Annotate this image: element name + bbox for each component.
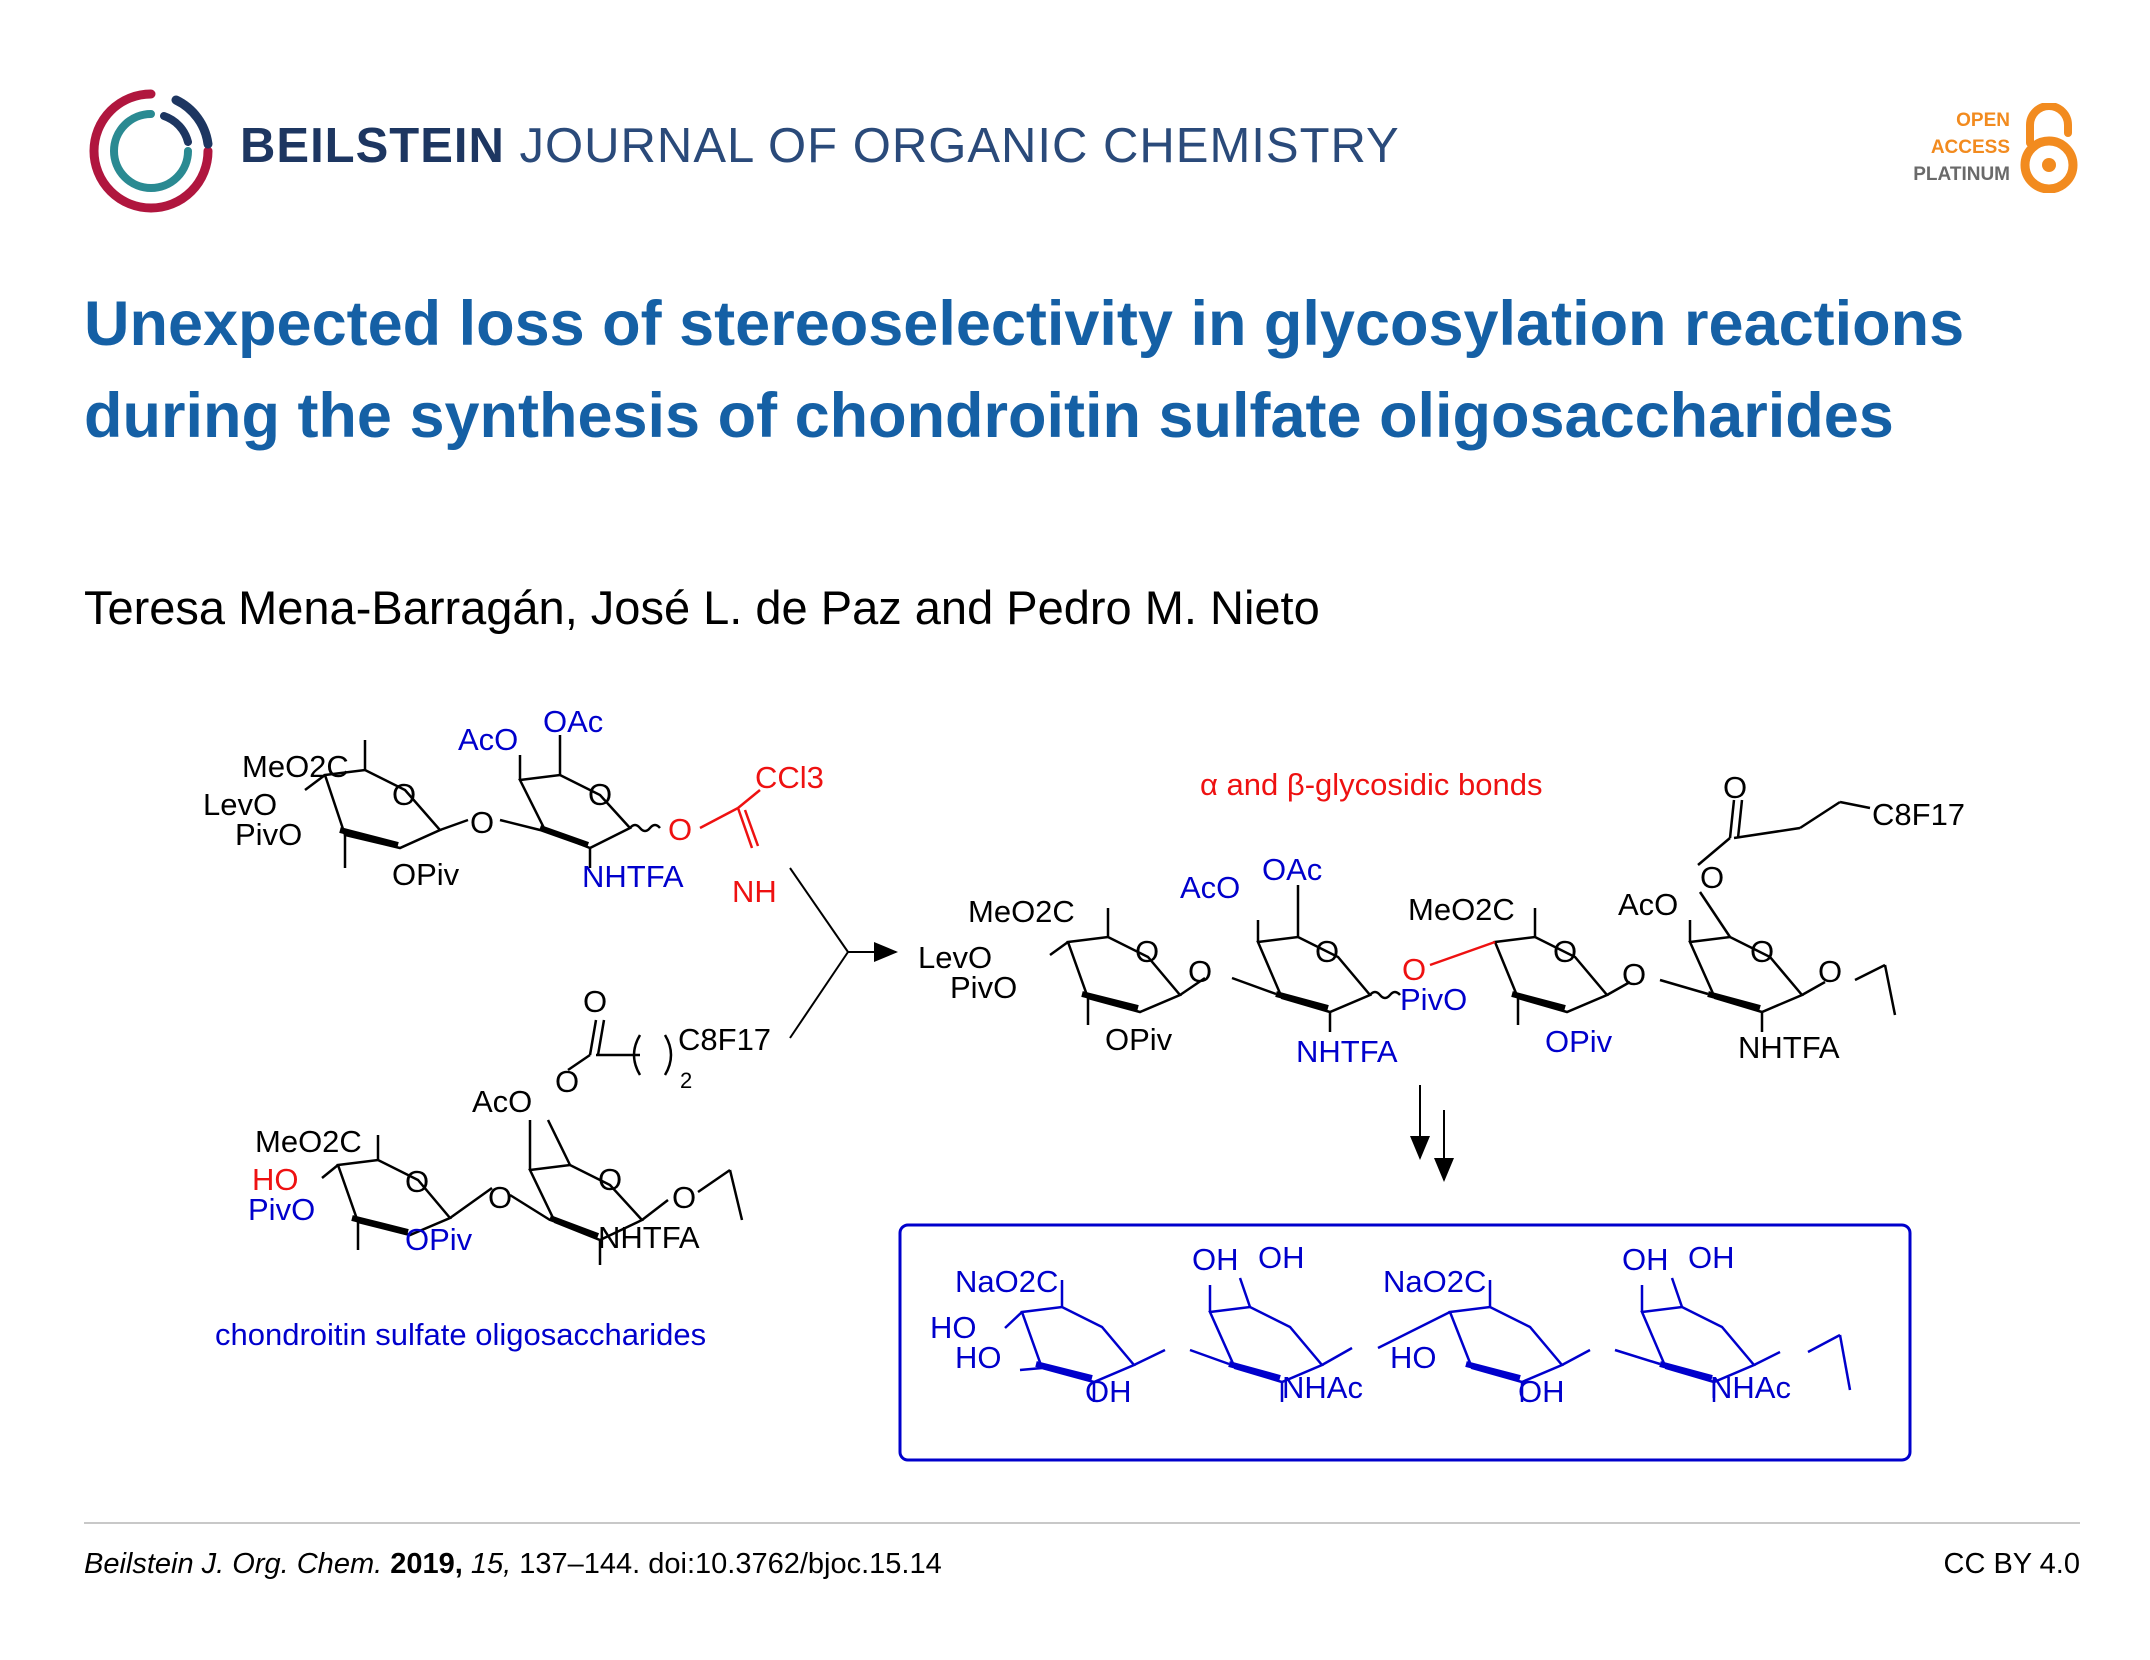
footer-divider [84,1522,2080,1524]
donor-ring-o: O [392,777,416,812]
citation-journal: Beilstein J. Org. Chem. [84,1548,383,1580]
acceptor-ho: HO [252,1162,299,1197]
final-oh: OH [1085,1374,1132,1409]
final-molecule [1004,1277,1852,1402]
acceptor-pivo: PivO [248,1192,315,1227]
donor-molecule [304,735,661,868]
citation-pages-doi: 137–144. doi:10.3762/bjoc.15.14 [519,1548,942,1580]
citation: Beilstein J. Org. Chem. 2019, 15, 137–14… [84,1548,942,1581]
product-carbonyl-o: O [1723,770,1747,805]
product-ring-o-3: O [1553,934,1577,969]
product-meo2c: MeO2C [968,894,1075,929]
donor-aco: AcO [458,722,518,757]
product-c8f17: C8F17 [1872,797,1965,832]
final-nao2c-2: NaO2C [1383,1264,1486,1299]
author-list: Teresa Mena-Barragán, José L. de Paz and… [84,581,1320,634]
donor-levo: LevO [203,787,277,822]
citation-year: 2019, [390,1548,463,1580]
product-ester-o: O [1700,860,1724,895]
final-nao2c: NaO2C [955,1264,1058,1299]
product-pivo-2: PivO [1400,982,1467,1017]
final-ho-3: HO [1390,1340,1437,1375]
acceptor-meo2c: MeO2C [255,1124,362,1159]
acceptor-molecule [321,1019,744,1265]
acceptor-aco: AcO [472,1084,532,1119]
acceptor-opiv: OPiv [405,1222,473,1257]
final-oh-d: OH [1688,1240,1735,1275]
product-pivo: PivO [950,970,1017,1005]
donor-pivo: PivO [235,817,302,852]
license: CC BY 4.0 [1943,1548,2080,1580]
acceptor-link-o: O [488,1180,512,1215]
donor-ccl3: CCl3 [755,760,824,795]
product-note: α and β-glycosidic bonds [1200,767,1542,802]
donor-imidate-o: O [668,812,692,847]
product-red-bond [1429,940,1496,967]
reaction-scheme: MeO2C LevO PivO O OPiv O AcO OAc O NHTFA… [203,704,1965,1462]
product-aco-2: AcO [1618,887,1678,922]
product-end-o: O [1818,954,1842,989]
badge-access: ACCESS [1930,137,2010,158]
acceptor-ring-o: O [405,1164,429,1199]
donor-nh: NH [732,874,777,909]
journal-name: BEILSTEIN JOURNAL OF ORGANIC CHEMISTRY [240,118,1400,174]
final-product-box [898,1223,1912,1462]
final-nhac: NHAc [1282,1370,1363,1405]
product-opiv: OPiv [1105,1022,1173,1057]
donor-link-o: O [470,805,494,840]
donor-meo2c: MeO2C [242,749,349,784]
product-nhtfa: NHTFA [1296,1034,1398,1069]
journal-logo-icon [89,89,213,213]
final-ho: HO [930,1310,977,1345]
product-nhtfa-2: NHTFA [1738,1030,1840,1065]
final-oh-a: OH [1192,1242,1239,1277]
product-oac: OAc [1262,852,1322,887]
product-ring-o-1: O [1135,934,1159,969]
donor-imidate [699,789,761,849]
final-oh-b: OH [1258,1240,1305,1275]
final-nhac-2: NHAc [1710,1370,1791,1405]
citation-volume: 15, [470,1548,512,1580]
reaction-arrow [789,867,898,1039]
product-molecule [1049,799,1897,1032]
donor-opiv: OPiv [392,857,460,892]
acceptor-subscript-2: 2 [680,1068,692,1093]
journal-name-bold: BEILSTEIN [240,119,505,173]
open-access-badge: OPEN ACCESS PLATINUM [1880,103,2080,193]
scheme-caption: chondroitin sulfate oligosaccharides [215,1317,706,1352]
acceptor-nhtfa: NHTFA [598,1220,700,1255]
badge-platinum: PLATINUM [1913,164,2010,185]
product-aco: AcO [1180,870,1240,905]
product-meo2c-2: MeO2C [1408,892,1515,927]
final-oh-c: OH [1622,1242,1669,1277]
paper-title: Unexpected loss of stereoselectivity in … [84,289,1965,451]
donor-nhtfa: NHTFA [582,859,684,894]
acceptor-end-o: O [672,1180,696,1215]
acceptor-galn-ring-o: O [598,1162,622,1197]
product-link-o-3: O [1622,957,1646,992]
acceptor-c8f17: C8F17 [678,1022,771,1057]
final-ho-2: HO [955,1340,1002,1375]
acceptor-carbonyl-o: O [583,984,607,1019]
product-link-o-1: O [1188,954,1212,989]
open-lock-icon [2020,103,2078,193]
donor-galn-ring-o: O [588,777,612,812]
open-access-text: OPEN ACCESS PLATINUM [1913,107,2010,188]
product-red-o: O [1402,952,1426,987]
journal-name-rest: JOURNAL OF ORGANIC CHEMISTRY [519,119,1400,173]
donor-oac: OAc [543,704,603,739]
deprotection-arrows [1410,1085,1454,1182]
product-levo: LevO [918,940,992,975]
final-oh-2: OH [1518,1374,1565,1409]
badge-open: OPEN [1956,110,2010,131]
product-ring-o-2: O [1315,934,1339,969]
acceptor-ester-o: O [555,1064,579,1099]
product-ring-o-4: O [1750,934,1774,969]
product-opiv-2: OPiv [1545,1024,1613,1059]
